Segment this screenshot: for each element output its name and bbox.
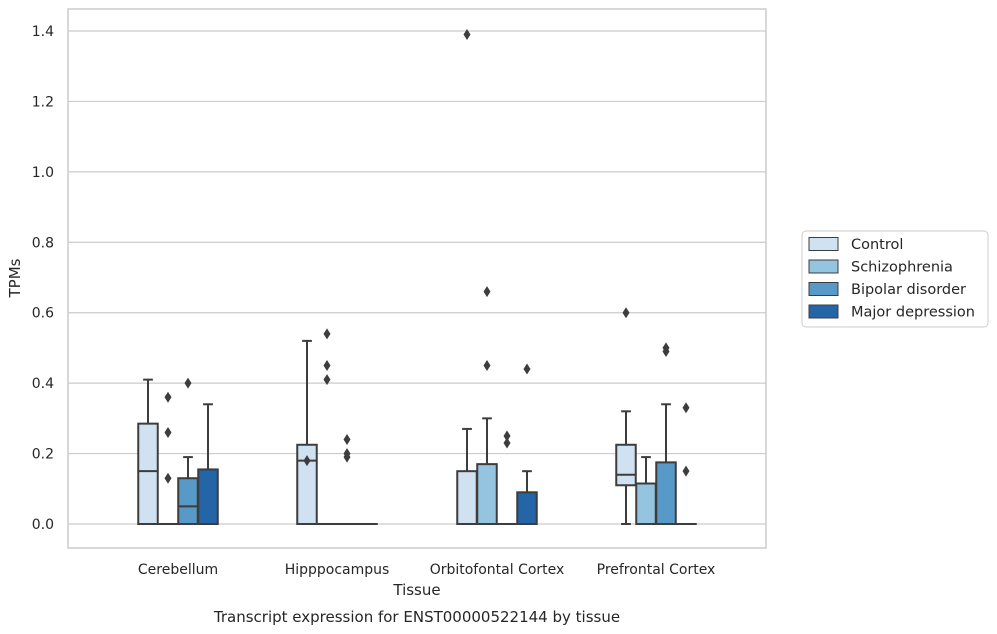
outlier-point [523, 363, 531, 375]
box-body [177, 477, 199, 526]
outlier-point [303, 455, 311, 467]
box-body [476, 463, 498, 525]
y-axis-ticks: 0.0 0.2 0.4 0.6 0.8 1.0 1.2 1.4 [32, 24, 54, 533]
outlier-point [323, 328, 331, 340]
box-group [615, 307, 637, 525]
box-group [197, 403, 219, 525]
legend-swatch [808, 282, 839, 296]
legend-swatch [808, 259, 839, 274]
outlier-point [184, 377, 192, 389]
x-axis-title: Tissue [392, 581, 440, 599]
outlier-point [323, 360, 331, 372]
gridlines [68, 30, 766, 525]
outlier-point [503, 430, 511, 442]
y-tick-label: 0.2 [32, 447, 54, 463]
box-group [635, 456, 657, 525]
legend-frame [801, 230, 989, 328]
outlier-point [622, 307, 630, 319]
box-group [316, 328, 338, 526]
x-tick-label: Cerebellum [138, 562, 218, 578]
x-axis-ticks: Cerebellum Hipppocampus Orbitofontal Corte… [138, 562, 715, 578]
box-group [336, 433, 358, 526]
legend-swatch [808, 237, 839, 251]
box-plot-series [137, 29, 697, 526]
legend-label: Control [851, 237, 903, 253]
outlier-point [682, 465, 690, 477]
outlier-point [463, 29, 471, 41]
legend-swatch [808, 304, 839, 319]
outlier-point [343, 433, 351, 445]
box-group [655, 342, 677, 525]
x-tick-label: Prefrontal Cortex [597, 562, 716, 578]
legend-label: Bipolar disorder [851, 282, 966, 298]
box-group [177, 377, 199, 526]
outlier-point [682, 402, 690, 414]
box-body [456, 470, 478, 525]
box-group [456, 29, 478, 525]
box-group [296, 339, 318, 525]
figure-caption: Transcript expression for ENST0000052214… [213, 608, 620, 626]
y-tick-label: 0.0 [32, 517, 54, 533]
x-tick-label: Hipppocampus [285, 562, 390, 578]
outlier-point [662, 342, 670, 354]
box-group [496, 430, 518, 526]
plot-frame [67, 8, 767, 549]
outlier-point [323, 374, 331, 386]
box-group [476, 286, 498, 525]
legend: Control Schizophrenia Bipolar disorder Majo… [801, 230, 989, 328]
y-tick-label: 1.2 [32, 94, 54, 110]
legend-label: Major depression [851, 305, 975, 321]
y-tick-label: 0.8 [32, 235, 54, 251]
box-body [615, 443, 637, 487]
y-tick-label: 0.6 [32, 306, 54, 322]
outlier-point [164, 391, 172, 403]
outlier-point [164, 426, 172, 438]
y-tick-label: 1.4 [32, 24, 54, 40]
outlier-point [483, 360, 491, 372]
box-body [197, 468, 219, 525]
box-body [296, 443, 318, 525]
box-group [675, 402, 697, 526]
outlier-point [503, 437, 511, 449]
box-body [137, 422, 159, 525]
box-group [516, 363, 538, 525]
outlier-point [343, 448, 351, 460]
outlier-point [164, 472, 172, 484]
box-body [635, 482, 657, 525]
x-tick-label: Orbitofontal Cortex [430, 562, 565, 578]
y-tick-label: 1.0 [32, 165, 54, 181]
legend-label: Schizophrenia [851, 260, 953, 276]
box-body [516, 491, 538, 525]
box-group [137, 378, 159, 525]
outlier-point [483, 286, 491, 298]
box-group [157, 391, 179, 526]
y-tick-label: 0.4 [32, 376, 54, 392]
y-axis-title: TPMs [6, 258, 24, 298]
box-body [655, 461, 677, 525]
